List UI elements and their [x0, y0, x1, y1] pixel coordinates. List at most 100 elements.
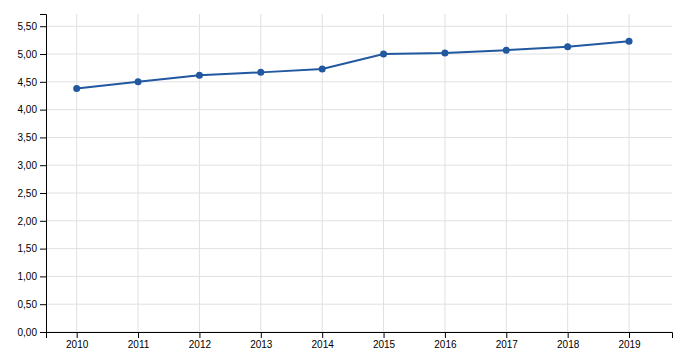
x-axis: 2010 2011 2012 2013 2014 2015 2016 2017 2018 2019	[47, 332, 673, 350]
tick-mark	[77, 332, 78, 338]
tick: 2012	[189, 332, 212, 350]
grid-line	[46, 26, 672, 27]
tick-label: 2010	[66, 339, 89, 350]
tick-label: 2019	[618, 339, 641, 350]
tick-mark	[40, 165, 46, 166]
grid-line	[46, 54, 672, 55]
grid-line	[76, 14, 77, 332]
tick: 2018	[557, 332, 580, 350]
tick-label: 4,00	[18, 104, 38, 115]
tick-label: 2017	[496, 339, 519, 350]
tick-mark	[40, 304, 46, 305]
tick-mark	[40, 193, 46, 194]
marks	[73, 38, 632, 92]
grid-line	[260, 14, 261, 332]
tick-mark	[261, 332, 262, 338]
tick: 0,00	[18, 327, 46, 338]
tick-label: 2015	[373, 339, 396, 350]
y-axis: 0,00 0,50 1,00 1,50 2,00 2,50 3,00 3,50 4,00 4,50…	[18, 15, 47, 338]
grid	[46, 14, 672, 332]
marker	[380, 51, 387, 58]
axis-line	[40, 15, 47, 333]
grid-line	[322, 14, 323, 332]
tick-mark	[40, 332, 46, 333]
marker	[135, 78, 142, 85]
tick: 2017	[496, 332, 519, 350]
tick-label: 2011	[128, 339, 150, 350]
tick-label: 0,50	[18, 299, 38, 310]
tick-label: 1,50	[18, 243, 38, 254]
tick: 3,00	[18, 160, 46, 171]
axis-line	[47, 333, 673, 339]
tick: 2016	[434, 332, 457, 350]
grid-line	[567, 14, 568, 332]
tick: 2019	[618, 332, 641, 350]
tick-label: 4,50	[18, 77, 38, 88]
marker	[564, 43, 571, 50]
tick: 2,00	[18, 216, 46, 227]
grid-line	[46, 220, 672, 221]
plot: 2010 2011 2012 2013 2014 2015 2016 2017 2018 2019…	[18, 14, 673, 350]
tick: 2011	[128, 332, 150, 350]
grid-line	[46, 304, 672, 305]
tick-mark	[40, 221, 46, 222]
grid-line	[444, 14, 445, 332]
grid-line	[46, 137, 672, 138]
grid-line	[138, 14, 139, 332]
tick-label: 2016	[434, 339, 457, 350]
tick-mark	[445, 332, 446, 338]
tick-label: 2,50	[18, 188, 38, 199]
grid-line	[46, 109, 672, 110]
tick-label: 2018	[557, 339, 580, 350]
tick: 1,00	[18, 271, 46, 282]
marker	[257, 69, 264, 76]
tick-mark	[40, 54, 46, 55]
tick-label: 5,00	[18, 49, 38, 60]
chart: 2010 2011 2012 2013 2014 2015 2016 2017 2018 2019…	[0, 0, 688, 362]
tick-label: 3,00	[18, 160, 38, 171]
tick-mark	[40, 249, 46, 250]
tick-label: 2013	[250, 339, 273, 350]
tick: 0,50	[18, 299, 46, 310]
tick: 2,50	[18, 188, 46, 199]
tick-label: 2012	[189, 339, 212, 350]
tick-label: 3,50	[18, 132, 38, 143]
tick: 1,50	[18, 243, 46, 254]
grid-line	[46, 276, 672, 277]
tick: 2014	[312, 332, 335, 350]
marker	[626, 38, 633, 45]
tick-mark	[322, 332, 323, 338]
grid-line	[46, 165, 672, 166]
grid-line	[506, 14, 507, 332]
tick-label: 2,00	[18, 216, 38, 227]
tick-mark	[40, 276, 46, 277]
tick-mark	[568, 332, 569, 338]
tick-label: 1,00	[18, 271, 38, 282]
grid-line	[46, 193, 672, 194]
tick: 4,50	[18, 77, 46, 88]
tick: 2015	[373, 332, 396, 350]
tick: 5,50	[18, 21, 46, 32]
tick: 3,50	[18, 132, 46, 143]
marker	[319, 66, 326, 73]
tick: 2013	[250, 332, 273, 350]
tick: 4,00	[18, 104, 46, 115]
marker	[73, 85, 80, 92]
tick: 2010	[66, 332, 89, 350]
tick-label: 2014	[312, 339, 335, 350]
tick-mark	[40, 82, 46, 83]
tick-mark	[506, 332, 507, 338]
marker	[503, 47, 510, 54]
tick: 5,00	[18, 49, 46, 60]
grid-line	[199, 14, 200, 332]
tick-mark	[40, 110, 46, 111]
marker	[441, 49, 448, 56]
marker	[196, 72, 203, 79]
tick-mark	[199, 332, 200, 338]
tick-label: 5,50	[18, 21, 38, 32]
grid-line	[46, 248, 672, 249]
grid-line	[383, 14, 384, 332]
tick-mark	[629, 332, 630, 338]
grid-line	[629, 14, 630, 332]
tick-mark	[40, 137, 46, 138]
